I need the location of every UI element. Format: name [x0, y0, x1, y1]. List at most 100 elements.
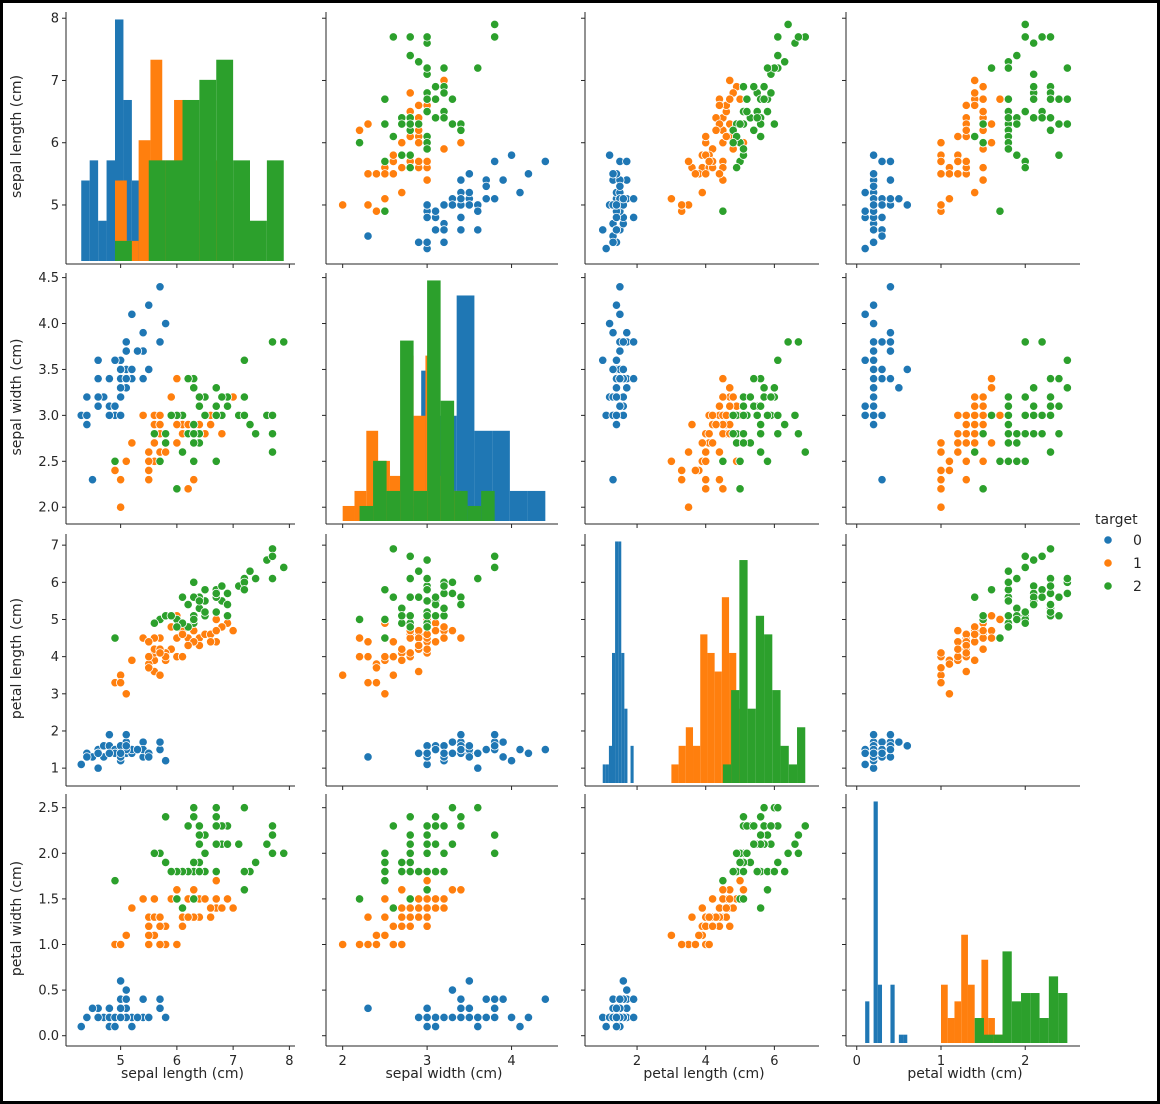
scatter-point-class-0 — [490, 741, 500, 751]
scatter-point-class-2 — [718, 456, 728, 466]
scatter-point-class-2 — [388, 131, 398, 142]
scatter-point-class-1 — [414, 138, 424, 148]
scatter-point-class-0 — [608, 328, 618, 338]
scatter-point-class-0 — [116, 364, 126, 375]
scatter-point-class-0 — [498, 737, 508, 747]
histogram-bar-class-2 — [1021, 993, 1031, 1043]
y-tick-label: 8 — [51, 12, 59, 27]
scatter-point-class-1 — [936, 663, 946, 673]
scatter-point-class-1 — [397, 187, 407, 198]
scatter-point-class-2 — [439, 866, 449, 877]
scatter-point-class-2 — [267, 447, 278, 457]
y-tick-label: 7 — [51, 539, 59, 554]
scatter-point-class-2 — [166, 410, 176, 420]
scatter-point-class-1 — [363, 678, 373, 688]
scatter-point-class-2 — [762, 885, 773, 895]
scatter-point-class-0 — [611, 1012, 622, 1023]
scatter-point-class-0 — [439, 237, 449, 247]
panel-sepal-length-vs-petal-width — [842, 12, 1080, 268]
scatter-point-class-1 — [380, 169, 390, 179]
scatter-point-class-0 — [611, 419, 622, 430]
y-tick-label: 2.5 — [38, 801, 59, 816]
panel-petal-width-vs-petal-width: 0 1 2 — [842, 794, 1080, 1069]
scatter-point-class-2 — [773, 410, 783, 420]
scatter-point-class-0 — [464, 1003, 474, 1013]
y-tick-label: 6 — [51, 136, 59, 151]
histogram-bar-class-1 — [940, 984, 948, 1043]
scatter-point-class-2 — [149, 848, 159, 858]
scatter-point-class-2 — [1020, 19, 1030, 30]
scatter-point-class-2 — [405, 839, 415, 849]
scatter-point-class-1 — [116, 502, 126, 512]
scatter-point-class-2 — [422, 32, 432, 42]
panel-sepal-width-vs-sepal-width — [322, 273, 558, 528]
scatter-point-class-2 — [986, 410, 997, 420]
scatter-point-class-0 — [885, 730, 896, 740]
histogram-bar-class-0 — [509, 490, 528, 521]
scatter-point-class-0 — [894, 737, 904, 747]
scatter-point-class-2 — [995, 456, 1005, 466]
scatter-point-class-2 — [380, 156, 390, 166]
scatter-point-class-2 — [161, 429, 171, 439]
scatter-point-class-2 — [447, 803, 458, 813]
histogram-bar-class-2 — [373, 460, 387, 521]
scatter-point-class-2 — [756, 830, 766, 840]
scatter-point-class-1 — [986, 611, 997, 621]
scatter-point-class-1 — [172, 438, 182, 448]
scatter-point-class-2 — [177, 903, 188, 913]
scatter-point-class-2 — [1062, 383, 1072, 393]
scatter-point-class-1 — [388, 939, 398, 950]
scatter-point-class-0 — [93, 355, 103, 365]
scatter-point-class-0 — [93, 374, 103, 384]
scatter-point-class-2 — [490, 830, 500, 840]
scatter-point-class-2 — [422, 611, 432, 621]
scatter-point-class-0 — [604, 318, 615, 329]
scatter-point-class-1 — [666, 930, 676, 940]
scatter-point-class-2 — [1029, 113, 1039, 123]
scatter-point-class-0 — [87, 475, 98, 485]
scatter-point-class-1 — [961, 438, 971, 448]
scatter-point-class-0 — [110, 355, 120, 365]
scatter-point-class-1 — [936, 465, 946, 476]
scatter-point-class-1 — [211, 894, 221, 904]
scatter-point-class-0 — [473, 206, 483, 216]
scatter-point-class-2 — [354, 614, 365, 625]
scatter-point-class-2 — [732, 163, 742, 173]
scatter-point-class-1 — [707, 921, 718, 931]
scatter-point-class-1 — [228, 626, 238, 636]
scatter-point-class-2 — [749, 821, 759, 831]
histogram-petal-length — [602, 541, 806, 783]
scatter-points — [338, 19, 550, 254]
y-tick-label: 3 — [51, 687, 59, 702]
scatter-point-class-1 — [953, 438, 963, 448]
scatter-point-class-1 — [718, 392, 728, 402]
scatter-point-class-2 — [773, 50, 783, 61]
scatter-point-class-2 — [1029, 94, 1039, 104]
scatter-point-class-2 — [172, 622, 182, 632]
scatter-point-class-2 — [473, 63, 483, 73]
scatter-point-class-0 — [414, 748, 424, 758]
scatter-point-class-1 — [206, 419, 216, 430]
scatter-point-class-0 — [161, 756, 171, 766]
scatter-point-class-2 — [267, 551, 278, 561]
y-tick-label: 3.5 — [38, 363, 59, 378]
scatter-point-class-1 — [701, 447, 711, 457]
histogram-bar-class-2 — [115, 240, 132, 261]
scatter-point-class-1 — [110, 465, 120, 476]
panel-sepal-width-vs-petal-length — [581, 273, 819, 528]
scatter-point-class-0 — [430, 225, 441, 235]
y-axis-title-petal-length: petal length (cm) — [9, 598, 25, 719]
scatter-point-class-0 — [464, 1012, 474, 1023]
scatter-point-class-2 — [189, 857, 199, 868]
y-tick-label: 1.5 — [38, 892, 59, 907]
legend-marker-2 — [1103, 581, 1113, 591]
scatter-point-class-2 — [490, 848, 500, 858]
scatter-point-class-2 — [430, 592, 441, 602]
scatter-point-class-2 — [1054, 611, 1064, 621]
scatter-point-class-2 — [1003, 113, 1013, 123]
scatter-point-class-0 — [82, 392, 92, 402]
scatter-point-class-2 — [1029, 401, 1039, 411]
scatter-point-class-1 — [422, 921, 432, 931]
scatter-point-class-0 — [414, 237, 424, 247]
x-tick-label: 8 — [285, 1054, 293, 1069]
